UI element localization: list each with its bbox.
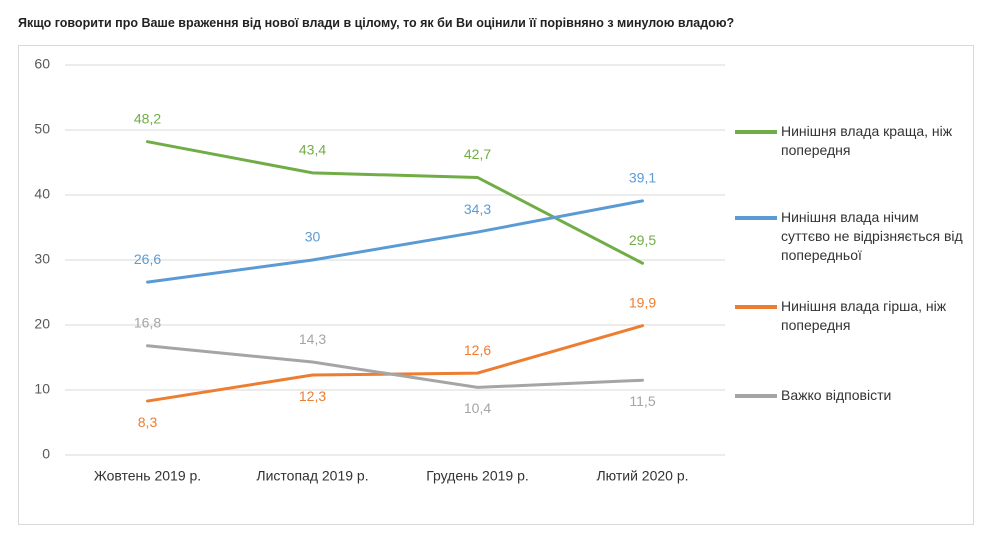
y-tick-label: 60	[34, 56, 50, 72]
x-tick-label: Грудень 2019 р.	[426, 468, 529, 484]
legend-swatch	[735, 216, 777, 220]
x-tick-label: Жовтень 2019 р.	[94, 468, 201, 484]
legend-item: Нинішня влада гірша, ніж попередня	[735, 297, 965, 335]
legend-swatch	[735, 130, 777, 134]
legend-item: Важко відповісти	[735, 386, 965, 405]
legend-swatch	[735, 305, 777, 309]
legend-swatch	[735, 394, 777, 398]
x-tick-label: Листопад 2019 р.	[256, 468, 368, 484]
data-label: 42,7	[464, 146, 491, 162]
data-label: 48,2	[134, 110, 161, 126]
series-line	[146, 140, 644, 265]
data-label: 8,3	[138, 414, 158, 430]
data-label: 19,9	[629, 294, 656, 310]
x-tick-label: Лютий 2020 р.	[596, 468, 688, 484]
data-label: 30	[305, 229, 321, 245]
data-label: 12,6	[464, 342, 491, 358]
data-label: 26,6	[134, 251, 161, 267]
legend-label: Нинішня влада краща, ніж попередня	[781, 123, 953, 158]
data-label: 10,4	[464, 400, 491, 416]
chart-frame	[18, 45, 974, 525]
legend-item: Нинішня влада нічим суттєво не відрізняє…	[735, 208, 965, 265]
y-tick-label: 40	[34, 186, 50, 202]
legend-label: Важко відповісти	[781, 387, 892, 403]
legend-label: Нинішня влада нічим суттєво не відрізняє…	[781, 209, 963, 263]
data-label: 16,8	[134, 315, 161, 331]
data-label: 12,3	[299, 388, 326, 404]
y-tick-label: 30	[34, 251, 50, 267]
series-line	[146, 344, 644, 389]
data-label: 39,1	[629, 170, 656, 186]
data-label: 14,3	[299, 331, 326, 347]
data-label: 11,5	[629, 393, 655, 409]
data-label: 43,4	[299, 142, 326, 158]
legend-item: Нинішня влада краща, ніж попередня	[735, 122, 965, 160]
y-tick-label: 10	[34, 381, 50, 397]
series-line	[146, 199, 644, 284]
y-tick-label: 0	[42, 446, 50, 462]
y-tick-label: 20	[34, 316, 50, 332]
legend-label: Нинішня влада гірша, ніж попередня	[781, 298, 947, 333]
data-label: 29,5	[629, 232, 656, 248]
y-tick-label: 50	[34, 121, 50, 137]
data-label: 34,3	[464, 201, 491, 217]
chart-title: Якщо говорити про Ваше враження від ново…	[18, 16, 735, 30]
